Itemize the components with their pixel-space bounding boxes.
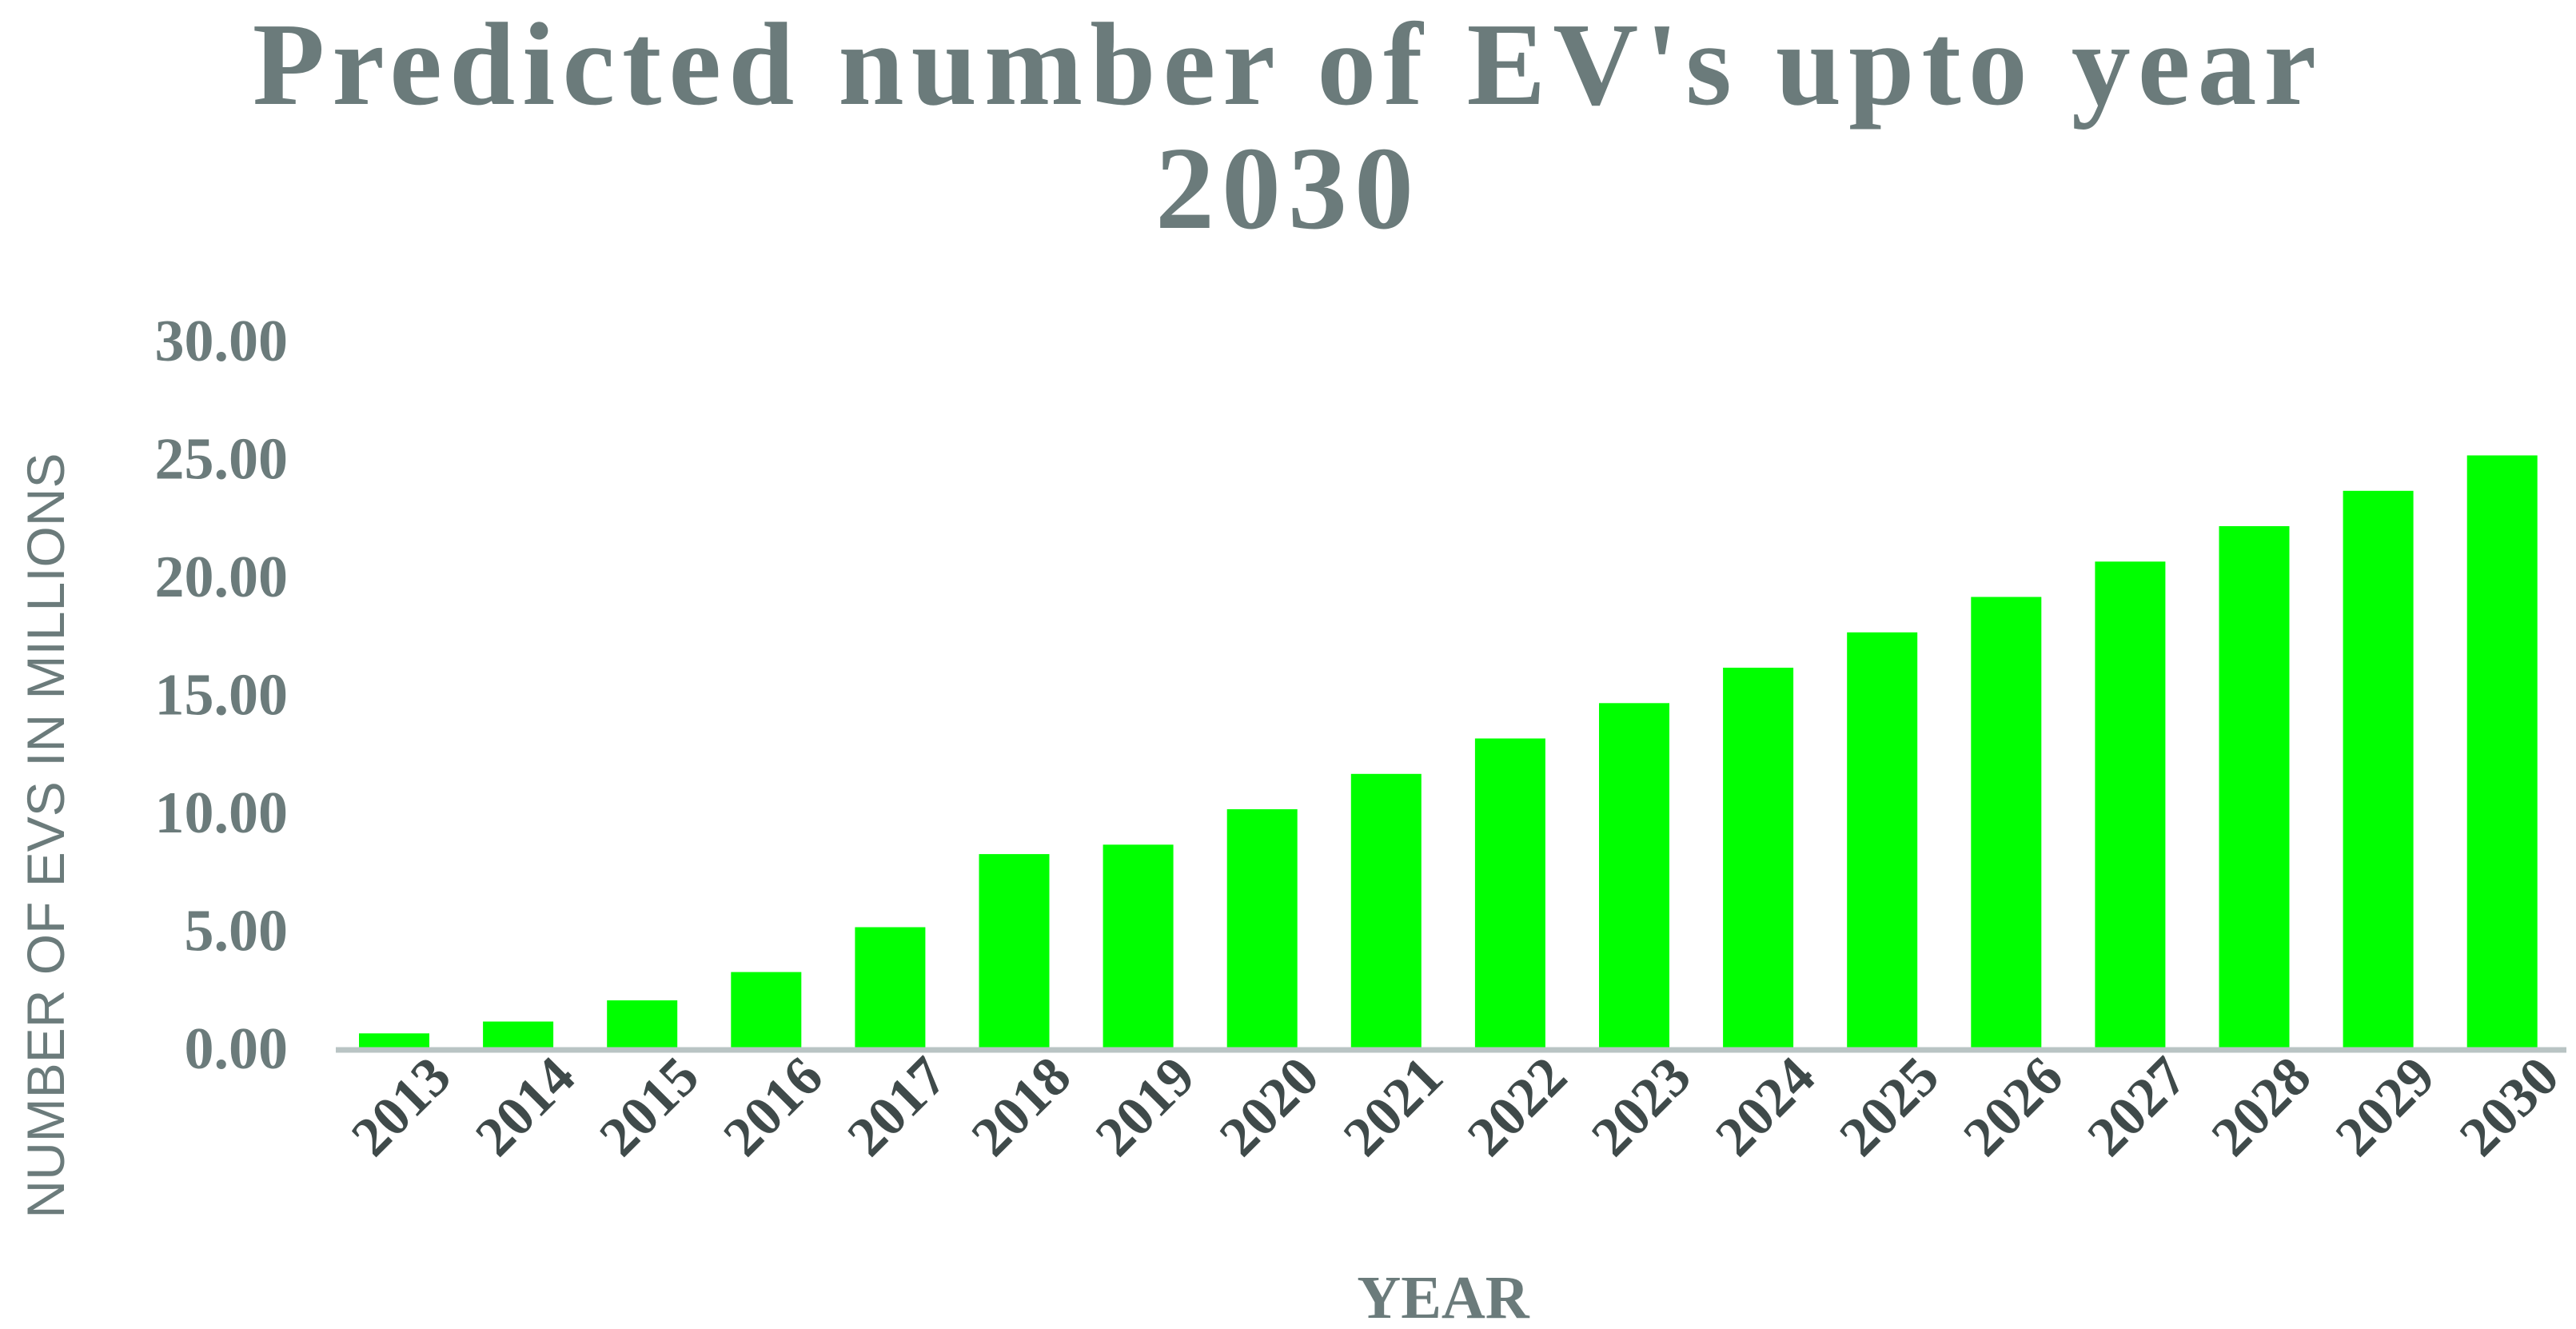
bar-2026 [1971, 597, 2042, 1048]
bar-2029 [2343, 490, 2414, 1048]
bar-2028 [2219, 526, 2290, 1048]
x-tick-label: 2024 [1704, 1045, 1826, 1167]
bar-2013 [359, 1033, 429, 1048]
chart-title-line-2: 2030 [1155, 123, 1421, 254]
bar-2014 [483, 1021, 554, 1048]
bars [359, 455, 2538, 1048]
bar-2018 [979, 854, 1050, 1048]
bar-2015 [607, 1000, 678, 1048]
x-tick-label: 2023 [1580, 1045, 1702, 1167]
bar-2022 [1474, 738, 1545, 1048]
y-axis-ticks: 0.00 5.00 10.00 15.00 20.00 25.00 30.00 [155, 309, 289, 1082]
bar-2017 [855, 927, 926, 1048]
y-tick-label: 0.00 [185, 1016, 289, 1082]
bar-2027 [2095, 561, 2166, 1048]
bar-2021 [1350, 773, 1422, 1048]
chart-title-line-1: Predicted number of EV's upto year [253, 0, 2323, 130]
y-tick-label: 10.00 [155, 780, 289, 846]
x-axis-ticks: 2013 2014 2015 2016 2017 2018 2019 2020 2021 2022… [340, 1045, 2570, 1167]
bar-2025 [1847, 632, 1918, 1048]
x-axis-label: YEAR [1357, 1264, 1529, 1329]
bar-2030 [2466, 455, 2538, 1048]
x-tick-label: 2015 [588, 1045, 711, 1167]
x-tick-label: 2019 [1084, 1045, 1206, 1167]
y-tick-label: 5.00 [185, 899, 289, 964]
x-tick-label: 2014 [464, 1045, 586, 1167]
y-tick-label: 25.00 [155, 427, 289, 493]
y-tick-label: 15.00 [155, 663, 289, 728]
x-tick-label: 2017 [836, 1045, 959, 1167]
x-tick-label: 2016 [712, 1045, 835, 1167]
x-tick-label: 2030 [2448, 1045, 2570, 1167]
bar-2019 [1103, 844, 1174, 1048]
y-tick-label: 20.00 [155, 545, 289, 610]
bar-2023 [1599, 703, 1669, 1048]
x-tick-label: 2026 [1952, 1045, 2075, 1167]
y-axis-label: NUMBER OF EVS IN MILLIONS [16, 453, 75, 1218]
x-tick-label: 2027 [2076, 1045, 2199, 1167]
x-tick-label: 2018 [960, 1045, 1083, 1167]
x-tick-label: 2028 [2200, 1045, 2323, 1167]
x-tick-label: 2029 [2324, 1045, 2446, 1167]
x-tick-label: 2022 [1456, 1045, 1578, 1167]
x-tick-label: 2021 [1332, 1045, 1454, 1167]
x-tick-label: 2025 [1828, 1045, 1951, 1167]
bar-2024 [1723, 668, 1794, 1048]
x-tick-label: 2013 [340, 1045, 462, 1167]
bar-2020 [1226, 809, 1298, 1048]
bar-2016 [731, 972, 802, 1048]
y-tick-label: 30.00 [155, 309, 289, 374]
x-tick-label: 2020 [1208, 1045, 1330, 1167]
